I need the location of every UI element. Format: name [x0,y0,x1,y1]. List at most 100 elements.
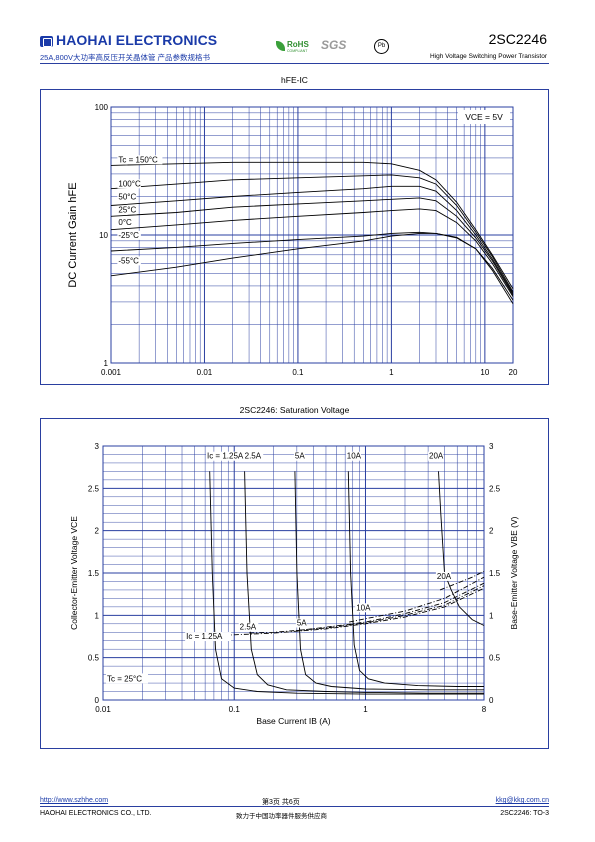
chart2-annotation: Tc = 25°C [107,674,142,683]
chart1-series-label: 100°C [118,179,141,188]
chart1-series-line [110,161,514,290]
chart2-vce-line [294,471,484,691]
chart1-series-line [110,185,514,294]
chart2-y-tick-label: 3 [95,442,100,451]
brand-name: HAOHAI ELECTRONICS [56,32,218,48]
chart2-y-axis-label: Collector-Emitter Voltage VCE [69,516,79,630]
chart2-vce-label-bg [293,451,305,461]
chart1-annotation-box [458,110,510,124]
chart2-y-right-tick-label: 2.5 [489,484,501,493]
chart1-series-label-bg [117,192,137,202]
company-slogan: 致力于中国功率器件服务供应商 [236,813,327,820]
chart1-y-axis-label: DC Current Gain hFE [67,182,79,287]
chart2-plot-border [102,445,485,701]
chart1-series-label-bg [117,230,141,240]
chart2-vce-label: 5A [295,452,305,461]
chart1-series-label-bg [117,155,163,165]
chart1-x-tick-label: 0.1 [292,368,304,377]
sgs-badge: SGS [321,38,347,52]
chart2-y-right-tick-label: 0 [489,696,494,705]
company-name: HAOHAI ELECTRONICS CO., LTD. [40,810,152,817]
part-description: High Voltage Switching Power Transistor [429,53,547,60]
chart2-y-tick-label: 0 [95,696,100,705]
chart2-vbe-label: 10A [356,603,371,612]
chart2-vce-line [347,471,484,687]
chart2-vbe-line [213,587,485,637]
email-link[interactable]: kkg@kkg.com.cn [495,797,549,804]
chart2-vbe-line [439,570,485,591]
chart2-y-right-tick-label: 0.5 [489,654,501,663]
rohs-text: RoHS [287,40,309,49]
chart2-y-right-axis-label: Base-Emitter Voltage VBE (V) [509,516,519,629]
chart2-vbe-label-bg [238,622,259,632]
chart2-x-axis-label: Base Current IB (A) [256,716,330,726]
rohs-leaf-icon [276,41,285,51]
chart1-series-label-bg [117,205,137,215]
chart2-y-right-tick-label: 2 [489,527,494,536]
website-link[interactable]: http://www.szhhe.com [40,797,109,804]
chart2-vce-label-bg [345,451,361,461]
chart2-vbe-label: 2.5A [240,623,257,632]
chart1-series-label-bg [117,217,133,227]
chart1-series-label: Tc = 150°C [118,155,158,164]
chart2-vce-label: 2.5A [245,452,262,461]
chart2-vbe-label-bg [185,632,232,642]
chart2-vce-label-bg [428,451,444,461]
chart1-plot-border [110,106,514,364]
chart2-vbe-line [349,576,485,623]
chart1-series-label: -55°C [118,256,139,265]
chart2-vce-line [209,471,484,695]
chart1-annotation: VCE = 5V [465,112,503,122]
chart2-y-right-tick-label: 1.5 [489,569,501,578]
chart1-x-tick-label: 0.001 [101,368,122,377]
chart2-y-right-tick-label: 3 [489,442,494,451]
chart1-series-label: 50°C [118,192,136,201]
rohs-badge: RoHS COMPLIANT [276,40,314,54]
chart2-vce-label-bg [205,451,252,461]
chart1-series-line [110,208,514,297]
chart1-y-tick-label: 1 [104,359,109,368]
chart2-title: 2SC2246: Saturation Voltage [239,405,350,415]
chart2-x-tick-label: 1 [363,705,368,714]
chart2-vbe-line [249,585,485,634]
chart1-y-tick-label: 10 [99,231,108,240]
hfe-ic-chart: 0.001 0.01 0.1 1 10 20 1 10 100 DC Current Gain h… [67,103,518,377]
chart2-vbe-label: Ic = 1.25A [186,632,223,641]
chart1-series-label: 0°C [118,218,132,227]
chart2-vbe-line [296,582,485,632]
company-logo-icon [40,36,53,47]
chart2-vce-line [244,471,484,694]
chart2-vbe-label-bg [355,603,371,613]
chart1-series-line [110,197,514,296]
chart2-vce-label-bg [243,451,264,461]
saturation-voltage-chart: 0.01 0.1 1 80 00.5 0.51 11.5 1.52 22.5 2.53 3Base … [69,442,519,726]
chart1-y-tick-label: 100 [95,103,109,112]
part-number: 2SC2246 [488,31,547,47]
chart2-y-tick-label: 2 [95,527,100,536]
chart2-vce-label: Ic = 1.25A [207,452,244,461]
chart2-frame: 0.01 0.1 1 8 0 0 0.5 0.5 1 1 1.5 1.5 2 2 2.5 2.5 3 3 Base … [40,418,549,749]
product-subtitle: 25A,800V大功率高反压开关晶体管 产品参数规格书 [40,53,211,62]
chart1-x-tick-label: 10 [480,368,489,377]
chart1-series-label: 25°C [118,205,136,214]
chart2-vce-label: 10A [347,452,362,461]
chart1-series-label: -25°C [118,231,139,240]
chart1-x-tick-label: 1 [389,368,394,377]
chart2-y-right-tick-label: 1 [489,611,494,620]
chart1-series-label-bg [117,256,141,266]
chart1-series-line [110,232,514,305]
chart2-vce-line [438,471,485,626]
chart1-title: hFE-IC [281,75,308,85]
chart1-x-tick-label: 20 [509,368,518,377]
page-counter: 第3页 共6页 [262,799,300,806]
chart2-x-tick-label: 0.1 [229,705,241,714]
chart2-vbe-label: 5A [297,618,307,627]
chart2-vce-label: 20A [429,452,444,461]
chart2-y-tick-label: 1.5 [88,569,100,578]
chart2-y-tick-label: 2.5 [88,484,100,493]
chart2-vbe-label-bg [435,571,452,581]
rohs-subtext: COMPLIANT [287,49,308,53]
pb-free-icon: Pb [374,39,389,54]
chart2-y-tick-label: 0.5 [88,654,100,663]
chart2-annotation-bg [106,673,148,684]
